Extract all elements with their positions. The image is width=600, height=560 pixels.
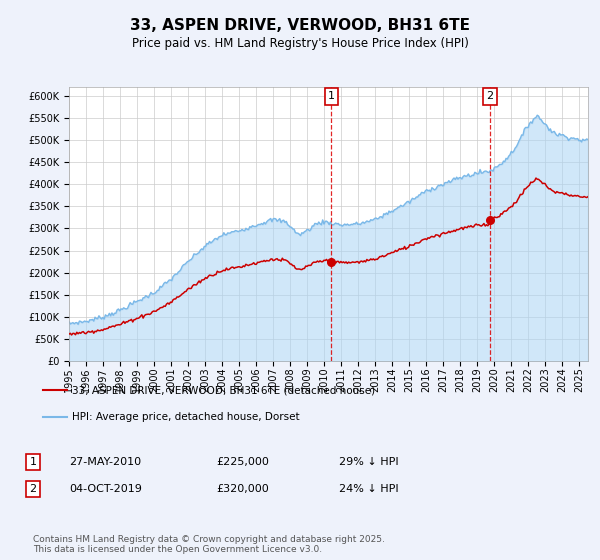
Text: 2: 2 bbox=[29, 484, 37, 494]
Text: 24% ↓ HPI: 24% ↓ HPI bbox=[339, 484, 398, 494]
Text: 27-MAY-2010: 27-MAY-2010 bbox=[69, 457, 141, 467]
Text: 1: 1 bbox=[29, 457, 37, 467]
Text: Contains HM Land Registry data © Crown copyright and database right 2025.
This d: Contains HM Land Registry data © Crown c… bbox=[33, 535, 385, 554]
Text: £320,000: £320,000 bbox=[216, 484, 269, 494]
Text: 2: 2 bbox=[487, 91, 494, 101]
Text: 04-OCT-2019: 04-OCT-2019 bbox=[69, 484, 142, 494]
Text: HPI: Average price, detached house, Dorset: HPI: Average price, detached house, Dors… bbox=[72, 412, 299, 422]
Text: 29% ↓ HPI: 29% ↓ HPI bbox=[339, 457, 398, 467]
Text: 33, ASPEN DRIVE, VERWOOD, BH31 6TE: 33, ASPEN DRIVE, VERWOOD, BH31 6TE bbox=[130, 18, 470, 32]
Text: Price paid vs. HM Land Registry's House Price Index (HPI): Price paid vs. HM Land Registry's House … bbox=[131, 37, 469, 50]
Text: 33, ASPEN DRIVE, VERWOOD, BH31 6TE (detached house): 33, ASPEN DRIVE, VERWOOD, BH31 6TE (deta… bbox=[72, 385, 375, 395]
Text: £225,000: £225,000 bbox=[216, 457, 269, 467]
Text: 1: 1 bbox=[328, 91, 335, 101]
